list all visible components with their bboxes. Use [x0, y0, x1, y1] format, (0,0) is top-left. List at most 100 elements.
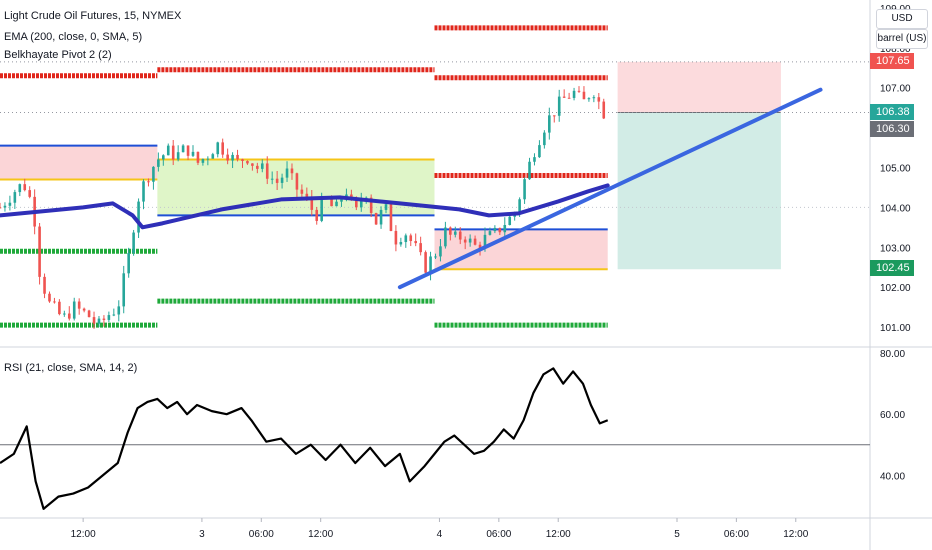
candle-body: [548, 115, 551, 133]
candle: [548, 107, 551, 140]
candle: [389, 201, 393, 232]
unit-button[interactable]: barrel (US): [876, 29, 928, 49]
candle-body: [186, 145, 190, 156]
position-target-zone: [617, 112, 781, 270]
candle: [246, 160, 249, 165]
candle: [152, 166, 155, 190]
candle-body: [577, 90, 581, 92]
candle: [592, 95, 596, 103]
candle-body: [562, 96, 566, 98]
price-tick-label-0: 101.00: [880, 323, 911, 334]
candle: [374, 212, 378, 225]
candle-body: [379, 209, 383, 225]
candle: [166, 143, 170, 156]
candle-body: [92, 317, 96, 324]
candle: [538, 140, 541, 158]
candle-body: [488, 231, 492, 235]
candle: [241, 158, 244, 169]
candle-body: [320, 197, 323, 221]
rsi-tick-label-1: 60.00: [880, 410, 905, 421]
candle: [439, 239, 442, 262]
candle-body: [374, 212, 378, 225]
candle: [275, 170, 279, 191]
candle: [290, 163, 294, 180]
candle: [58, 299, 61, 316]
candle-body: [171, 145, 175, 160]
position-stop-zone: [617, 61, 781, 113]
candle: [567, 92, 571, 99]
candle: [552, 115, 556, 123]
candle-body: [58, 301, 61, 315]
candle-body: [543, 132, 546, 146]
candle-body: [196, 151, 200, 163]
candle-body: [315, 209, 319, 221]
candle: [543, 130, 546, 149]
trend-line: [397, 87, 823, 290]
candle-body: [97, 318, 101, 324]
time-tick-label-0: 12:00: [71, 529, 96, 540]
candle-body: [38, 226, 41, 277]
candle: [102, 315, 106, 327]
candle-body: [350, 194, 353, 198]
candle: [315, 206, 319, 225]
legend-symbol: Light Crude Oil Futures, 15, NYMEX: [4, 10, 182, 22]
candle-body: [295, 173, 299, 190]
candle: [300, 184, 304, 197]
candle-body: [251, 163, 254, 166]
candle-body: [503, 225, 507, 233]
candle: [488, 227, 492, 236]
candle-body: [166, 145, 170, 156]
candle: [587, 97, 591, 102]
price-tick-label-1: 102.00: [880, 283, 911, 294]
candle: [503, 217, 507, 239]
candle-body: [246, 160, 249, 164]
candle-body: [394, 230, 398, 245]
candle: [107, 311, 111, 323]
candle-body: [572, 90, 576, 98]
candle-body: [359, 199, 363, 208]
candle-body: [226, 154, 229, 161]
price-tick-label-4: 105.00: [880, 164, 911, 175]
price-tick-label-3: 104.00: [880, 203, 911, 214]
currency-button[interactable]: USD: [876, 9, 928, 29]
candle-body: [102, 318, 106, 320]
candle-body: [147, 181, 150, 183]
candle-body: [112, 314, 116, 316]
candle-body: [434, 256, 437, 258]
candle: [265, 156, 269, 185]
candle: [8, 195, 12, 211]
candle: [186, 145, 190, 161]
candle-body: [597, 97, 601, 102]
candle-body: [389, 204, 393, 231]
candle: [211, 152, 215, 159]
legend-rsi: RSI (21, close, SMA, 14, 2): [4, 362, 138, 374]
rsi-tick-label-2: 80.00: [880, 349, 905, 360]
candle: [602, 98, 606, 120]
candle: [493, 225, 497, 234]
candle: [231, 152, 234, 169]
candle-body: [152, 166, 155, 182]
candle-body: [241, 159, 244, 161]
candle: [404, 233, 408, 248]
candle: [256, 162, 259, 174]
candle: [577, 86, 581, 93]
candle: [597, 92, 601, 110]
candle: [221, 138, 224, 158]
candle: [419, 236, 422, 256]
candle: [147, 178, 150, 187]
candle-body: [449, 227, 452, 235]
candle-body: [122, 273, 126, 307]
candle-body: [8, 202, 12, 206]
candle: [434, 253, 437, 260]
candle: [379, 206, 383, 229]
price-tag-last: 106.38: [870, 104, 914, 120]
candle-body: [310, 197, 314, 210]
candle: [117, 300, 121, 322]
candle-body: [256, 165, 259, 169]
candle-body: [493, 227, 497, 232]
time-tick-label-8: 06:00: [724, 529, 749, 540]
candle: [162, 154, 165, 166]
candle: [206, 156, 210, 166]
candle-body: [508, 216, 512, 226]
